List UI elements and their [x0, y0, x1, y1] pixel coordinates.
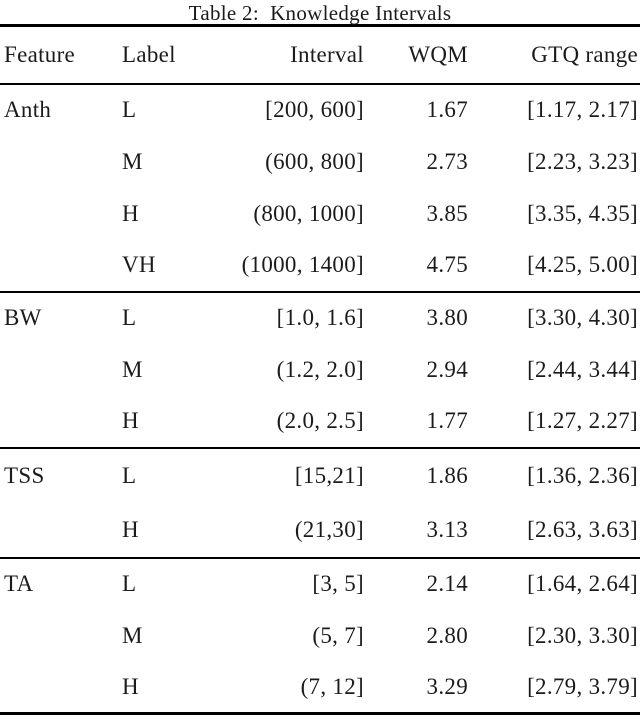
column-header-label: Label — [122, 41, 176, 67]
section-tss: TSS L [15,21] 1.86 [1.36, 2.36] H (21,30… — [0, 448, 640, 558]
interval-cell: (800, 1000] — [253, 200, 364, 226]
table-row: H (7, 12] 3.29 [2.79, 3.79] — [0, 662, 640, 714]
gtq-cell: [4.25, 5.00] — [527, 252, 638, 277]
table-caption: Table 2: Knowledge Intervals — [188, 1, 452, 25]
wqm-cell: 2.14 — [426, 571, 468, 596]
column-header-wqm: WQM — [408, 41, 468, 67]
label-cell: H — [122, 408, 139, 433]
gtq-cell: [1.64, 2.64] — [527, 571, 638, 596]
label-cell: L — [122, 97, 137, 122]
gtq-cell: [2.44, 3.44] — [527, 356, 638, 382]
gtq-cell: [2.23, 3.23] — [527, 148, 638, 174]
header-row: Feature Label Interval WQM GTQ range — [0, 26, 640, 84]
gtq-cell: [3.35, 4.35] — [527, 200, 638, 226]
label-cell: M — [122, 148, 143, 174]
column-header-interval: Interval — [290, 41, 364, 67]
interval-cell: (1.2, 2.0] — [276, 356, 364, 382]
wqm-cell: 4.75 — [426, 252, 468, 277]
gtq-cell: [2.79, 3.79] — [527, 673, 638, 699]
table-row: M (1.2, 2.0] 2.94 [2.44, 3.44] — [0, 344, 640, 396]
table-row: M (600, 800] 2.73 [2.23, 3.23] — [0, 136, 640, 188]
gtq-cell: [3.30, 4.30] — [527, 305, 638, 330]
column-header-feature: Feature — [4, 41, 76, 67]
feature-cell: TA — [4, 571, 34, 596]
table-row: H (21,30] 3.13 [2.63, 3.63] — [0, 503, 640, 558]
table-row: H (800, 1000] 3.85 [3.35, 4.35] — [0, 188, 640, 240]
feature-cell — [0, 610, 118, 662]
table-row: H (2.0, 2.5] 1.77 [1.27, 2.27] — [0, 396, 640, 448]
section-ta: TA L [3, 5] 2.14 [1.64, 2.64] M (5, 7] 2… — [0, 558, 640, 714]
label-cell: H — [122, 200, 139, 226]
label-cell: L — [122, 462, 137, 488]
table-row: M (5, 7] 2.80 [2.30, 3.30] — [0, 610, 640, 662]
wqm-cell: 2.73 — [426, 148, 468, 174]
table-header: Feature Label Interval WQM GTQ range — [0, 26, 640, 84]
feature-cell — [0, 503, 118, 558]
label-cell: L — [122, 305, 137, 330]
feature-cell — [0, 344, 118, 396]
feature-cell — [0, 662, 118, 714]
column-header-gtq-range: GTQ range — [531, 41, 638, 67]
wqm-cell: 2.80 — [426, 622, 468, 648]
feature-cell — [0, 240, 118, 292]
knowledge-intervals-table: Feature Label Interval WQM GTQ range Ant… — [0, 24, 640, 715]
interval-cell: (2.0, 2.5] — [276, 408, 364, 433]
interval-cell: (1000, 1400] — [241, 252, 364, 277]
table-row: VH (1000, 1400] 4.75 [4.25, 5.00] — [0, 240, 640, 292]
label-cell: VH — [122, 252, 156, 277]
feature-cell — [0, 136, 118, 188]
feature-cell — [0, 188, 118, 240]
label-cell: L — [122, 571, 137, 596]
feature-cell: TSS — [4, 462, 45, 488]
table-row: TA L [3, 5] 2.14 [1.64, 2.64] — [0, 558, 640, 610]
label-cell: M — [122, 622, 143, 648]
table-row: Anth L [200, 600] 1.67 [1.17, 2.17] — [0, 84, 640, 136]
section-anth: Anth L [200, 600] 1.67 [1.17, 2.17] M (6… — [0, 84, 640, 292]
wqm-cell: 1.77 — [426, 408, 468, 433]
wqm-cell: 1.86 — [426, 462, 468, 488]
feature-cell: BW — [4, 305, 42, 330]
gtq-cell: [1.36, 2.36] — [527, 462, 638, 488]
wqm-cell: 3.80 — [426, 305, 468, 330]
wqm-cell: 1.67 — [426, 97, 468, 122]
interval-cell: [1.0, 1.6] — [276, 305, 364, 330]
feature-cell — [0, 396, 118, 448]
gtq-cell: [2.30, 3.30] — [527, 622, 638, 648]
wqm-cell: 3.13 — [426, 516, 468, 542]
feature-cell: Anth — [4, 97, 52, 122]
section-bw: BW L [1.0, 1.6] 3.80 [3.30, 4.30] M (1.2… — [0, 292, 640, 448]
table-row: BW L [1.0, 1.6] 3.80 [3.30, 4.30] — [0, 292, 640, 344]
interval-cell: [15,21] — [294, 462, 364, 488]
interval-cell: [200, 600] — [265, 97, 364, 122]
label-cell: H — [122, 673, 139, 699]
gtq-cell: [1.27, 2.27] — [527, 408, 638, 433]
label-cell: H — [122, 516, 139, 542]
wqm-cell: 3.29 — [426, 673, 468, 699]
interval-cell: (600, 800] — [265, 148, 364, 174]
wqm-cell: 2.94 — [426, 356, 468, 382]
interval-cell: (7, 12] — [300, 673, 364, 699]
interval-cell: (5, 7] — [312, 622, 364, 648]
interval-cell: [3, 5] — [312, 571, 364, 596]
label-cell: M — [122, 356, 143, 382]
interval-cell: (21,30] — [294, 516, 364, 542]
gtq-cell: [1.17, 2.17] — [527, 97, 638, 122]
table-row: TSS L [15,21] 1.86 [1.36, 2.36] — [0, 448, 640, 503]
gtq-cell: [2.63, 3.63] — [527, 516, 638, 542]
wqm-cell: 3.85 — [426, 200, 468, 226]
